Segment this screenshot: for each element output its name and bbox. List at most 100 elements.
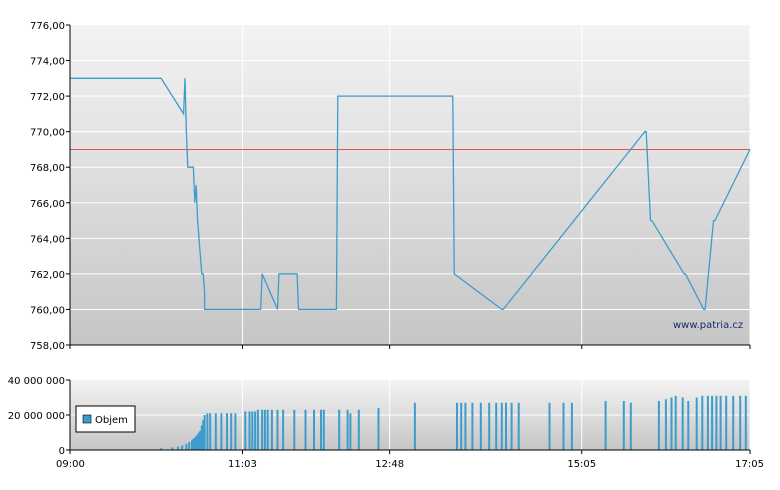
legend-label: Objem: [95, 415, 128, 426]
volume-bar: [188, 442, 191, 450]
volume-bar: [270, 409, 273, 451]
volume-bar: [248, 411, 251, 450]
price-series-line: [70, 77, 751, 311]
volume-bar: [725, 395, 728, 451]
volume-bar: [562, 402, 565, 451]
volume-bar: [664, 399, 667, 451]
volume-bar: [505, 402, 507, 451]
volume-bar: [377, 408, 380, 450]
volume-y-tick-label: 0: [59, 446, 65, 457]
volume-bar: [200, 425, 203, 450]
volume-bar: [413, 402, 416, 451]
price-x-tick-marks: [69, 345, 751, 349]
price-y-tick-label: 770,00: [30, 128, 65, 139]
volume-bar: [193, 437, 196, 451]
volume-bar: [203, 415, 206, 450]
volume-bar: [199, 430, 202, 451]
price-y-tick-label: 774,00: [30, 57, 65, 68]
volume-bar: [195, 436, 198, 450]
legend: Objem: [75, 405, 136, 433]
volume-bar: [456, 402, 458, 451]
price-y-tick-label: 776,00: [30, 21, 65, 32]
volume-y-tick-label: 40 000 000: [8, 376, 65, 387]
volume-bar: [304, 409, 307, 451]
watermark: www.patria.cz: [673, 320, 743, 331]
volume-bar: [263, 409, 266, 451]
volume-bar: [349, 413, 352, 451]
volume-bar: [209, 413, 212, 451]
volume-bar: [254, 411, 257, 450]
volume-y-axis-labels: 40 000 000 20 000 000 0: [8, 376, 70, 457]
volume-bar: [196, 434, 199, 451]
x-tick-label: 15:05: [567, 459, 596, 470]
volume-y-tick-label: 20 000 000: [8, 411, 65, 422]
volume-bar: [629, 402, 632, 451]
volume-bar: [206, 413, 209, 451]
volume-bar: [657, 401, 660, 450]
volume-bar: [471, 402, 474, 451]
legend-swatch: [82, 414, 92, 424]
volume-bar: [719, 395, 722, 451]
volume-bar: [548, 402, 551, 451]
volume-bar: [244, 411, 247, 450]
volume-bar: [495, 402, 498, 451]
x-tick-label: 11:03: [228, 459, 257, 470]
volume-bar: [732, 395, 735, 451]
volume-bar: [266, 409, 269, 451]
volume-bar: [622, 401, 625, 450]
volume-bar: [510, 402, 513, 451]
volume-bar: [202, 420, 205, 451]
price-y-tick-label: 766,00: [30, 199, 65, 210]
price-y-tick-label: 764,00: [30, 234, 65, 245]
volume-bar: [488, 402, 491, 451]
price-gridlines: [70, 25, 751, 345]
volume-bar: [251, 411, 254, 450]
volume-bar: [346, 409, 349, 451]
price-y-tick-label: 768,00: [30, 163, 65, 174]
volume-bar: [674, 395, 677, 451]
volume-bar: [322, 409, 325, 451]
volume-bar: [744, 395, 747, 451]
volume-bars: [139, 395, 747, 451]
volume-bar: [313, 409, 315, 451]
volume-bar: [687, 401, 690, 450]
x-tick-label: 17:05: [735, 459, 764, 470]
volume-bar: [320, 409, 322, 451]
volume-bar: [261, 409, 264, 451]
volume-bar: [479, 402, 482, 451]
volume-bar: [191, 440, 193, 450]
volume-bar: [192, 438, 195, 450]
volume-bar: [171, 447, 174, 450]
volume-bar: [739, 395, 742, 451]
price-y-tick-label: 762,00: [30, 270, 65, 281]
price-y-tick-label: 758,00: [30, 341, 65, 352]
volume-bar: [160, 448, 163, 451]
volume-bar: [460, 402, 463, 451]
volume-bar: [500, 402, 503, 451]
volume-gridlines: [70, 380, 751, 450]
volume-bar: [234, 413, 237, 451]
volume-bar: [214, 413, 217, 451]
volume-bar: [715, 395, 718, 451]
volume-bar: [464, 402, 467, 451]
volume-bar: [198, 432, 200, 450]
volume-bar: [220, 413, 223, 451]
volume-bar: [701, 395, 704, 451]
price-y-tick-label: 760,00: [30, 305, 65, 316]
volume-bar: [681, 397, 684, 450]
volume-bar: [226, 413, 228, 451]
volume-bar: [604, 401, 607, 450]
volume-bar: [282, 409, 285, 451]
volume-bar: [517, 402, 520, 451]
price-y-tick-label: 772,00: [30, 92, 65, 103]
volume-bar: [670, 397, 673, 450]
price-panel: 776,00 774,00 772,00 770,00 768,00 766,00 764,…: [30, 21, 751, 352]
legend-box: [75, 405, 136, 433]
volume-bar: [185, 443, 188, 450]
volume-bar: [293, 409, 296, 451]
volume-bar: [181, 445, 184, 450]
volume-bar: [711, 395, 714, 451]
volume-bar: [177, 446, 179, 450]
volume-bar: [230, 413, 233, 451]
